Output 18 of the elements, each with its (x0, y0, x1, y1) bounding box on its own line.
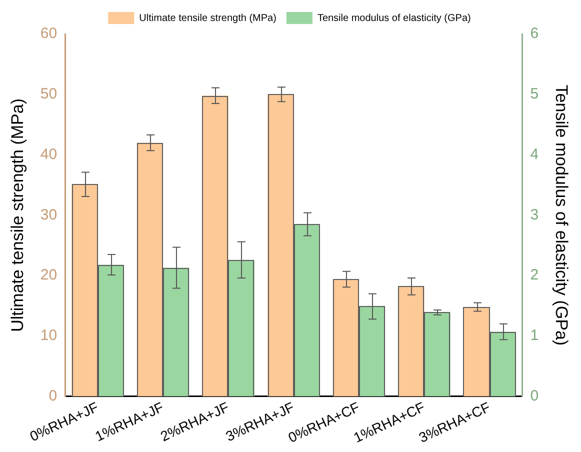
y2-tick-label: 5 (530, 86, 539, 103)
y2-tick-label: 6 (530, 25, 539, 42)
y2-tick-label: 3 (530, 206, 539, 224)
y-tick-label: 30 (40, 206, 58, 224)
y2-tick-label: 0 (530, 388, 539, 405)
y-axis-title: Ultimate tensile strength (MPa) (8, 98, 27, 332)
y-tick-label: 20 (40, 266, 58, 284)
y-tick-label: 60 (40, 25, 58, 42)
y-tick-label: 40 (40, 146, 58, 163)
y-tick-label: 50 (40, 86, 58, 103)
legend-label: Tensile modulus of elasticity (GPa) (317, 12, 471, 24)
y2-tick-label: 1 (530, 327, 539, 344)
y2-tick-label: 2 (530, 266, 539, 284)
y-tick-label: 10 (40, 327, 58, 344)
legend-label: Ultimate tensile strength (MPa) (139, 12, 276, 24)
y-tick-label: 0 (48, 388, 58, 405)
y2-axis-title: Tensile modulus of elasticity (GPa) (552, 84, 572, 346)
y2-tick-label: 4 (530, 146, 539, 163)
